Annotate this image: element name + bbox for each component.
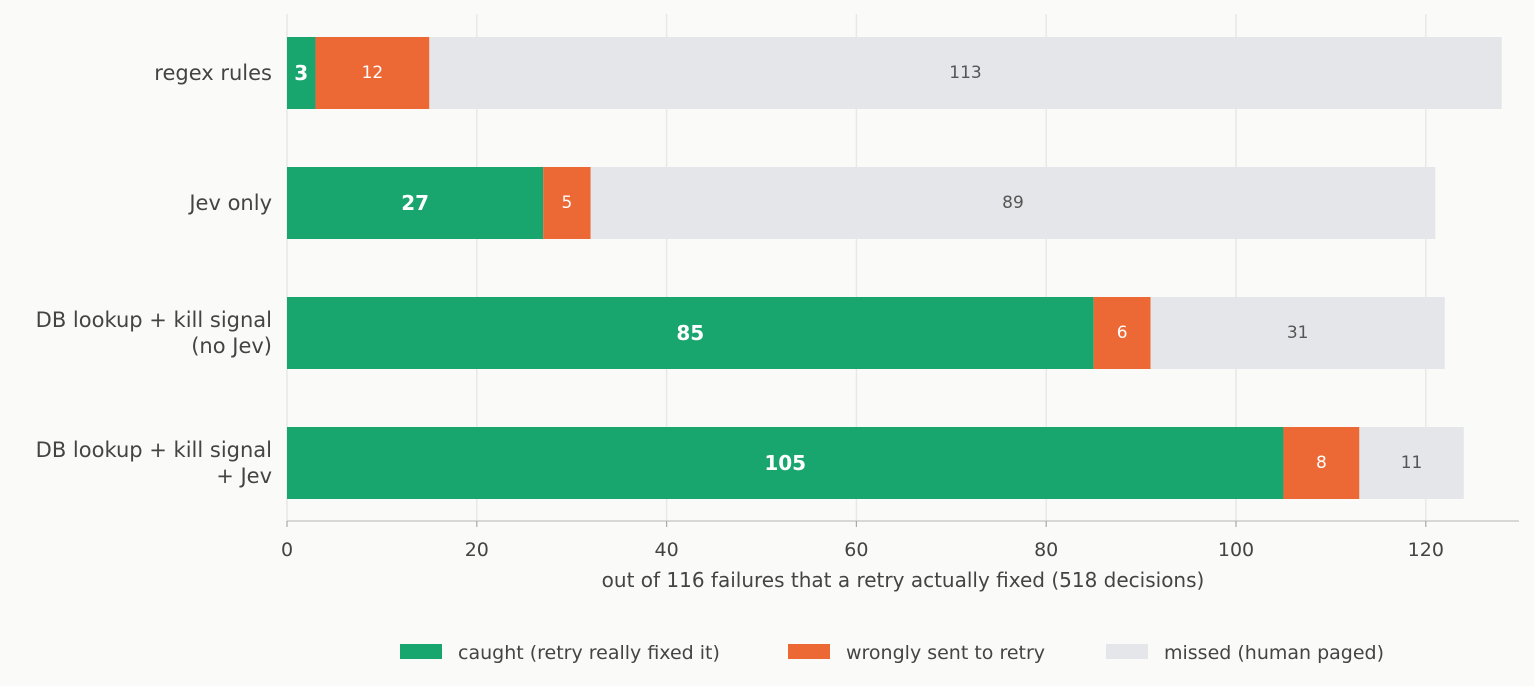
x-tick-label: 100	[1218, 539, 1254, 561]
data-label: 5	[562, 193, 573, 213]
data-label: 8	[1316, 453, 1327, 473]
x-tick-label: 40	[655, 539, 679, 561]
data-label: 89	[1002, 193, 1024, 213]
bar-segment-missed	[590, 167, 1436, 239]
data-label: 12	[362, 63, 384, 83]
bars: 3 12 113 27 5 89 85 6 31 105 8 11	[287, 37, 1502, 499]
data-label: 31	[1287, 323, 1309, 343]
category-labels: regex rules Jev only DB lookup + kill sign…	[36, 61, 272, 488]
category-label: DB lookup + kill signal	[36, 438, 272, 462]
x-axis-label: out of 116 failures that a retry actuall…	[602, 568, 1205, 592]
legend-swatch	[400, 644, 442, 659]
bar-segment-wrong	[1283, 427, 1360, 499]
bar-segment-missed	[1359, 427, 1464, 499]
bar-segment-caught	[287, 167, 544, 239]
category-label: DB lookup + kill signal	[36, 308, 272, 332]
bar-segment-caught	[287, 427, 1284, 499]
category-label: Jev only	[187, 191, 272, 215]
bar-segment-missed	[1150, 297, 1445, 369]
legend-label: missed (human paged)	[1164, 642, 1384, 664]
x-tick-label: 20	[465, 539, 489, 561]
category-label: regex rules	[154, 61, 272, 85]
x-tick-label: 0	[281, 539, 293, 561]
x-tick-label: 120	[1408, 539, 1444, 561]
legend-label: wrongly sent to retry	[846, 642, 1045, 664]
x-tick-label: 60	[844, 539, 868, 561]
bar-segment-wrong	[543, 167, 591, 239]
bar-segment-missed	[429, 37, 1502, 109]
bar-segment-wrong	[315, 37, 430, 109]
data-label: 11	[1401, 453, 1423, 473]
data-label: 27	[401, 191, 429, 215]
bar-segment-caught	[287, 37, 316, 109]
legend-label: caught (retry really fixed it)	[458, 642, 720, 664]
legend-swatch	[788, 644, 830, 659]
bar-segment-caught	[287, 297, 1094, 369]
legend: caught (retry really fixed it) wrongly se…	[400, 642, 1384, 664]
x-tick-label: 80	[1034, 539, 1058, 561]
bar-segment-wrong	[1093, 297, 1151, 369]
category-label: (no Jev)	[191, 334, 272, 358]
data-label: 85	[676, 321, 704, 345]
x-tick-labels: 0 20 40 60 80 100 120	[281, 521, 1444, 561]
data-label: 3	[294, 61, 308, 85]
data-label: 105	[764, 451, 806, 475]
data-label: 113	[949, 63, 981, 83]
legend-swatch	[1106, 644, 1148, 659]
category-label: + Jev	[216, 464, 272, 488]
data-label: 6	[1117, 323, 1128, 343]
